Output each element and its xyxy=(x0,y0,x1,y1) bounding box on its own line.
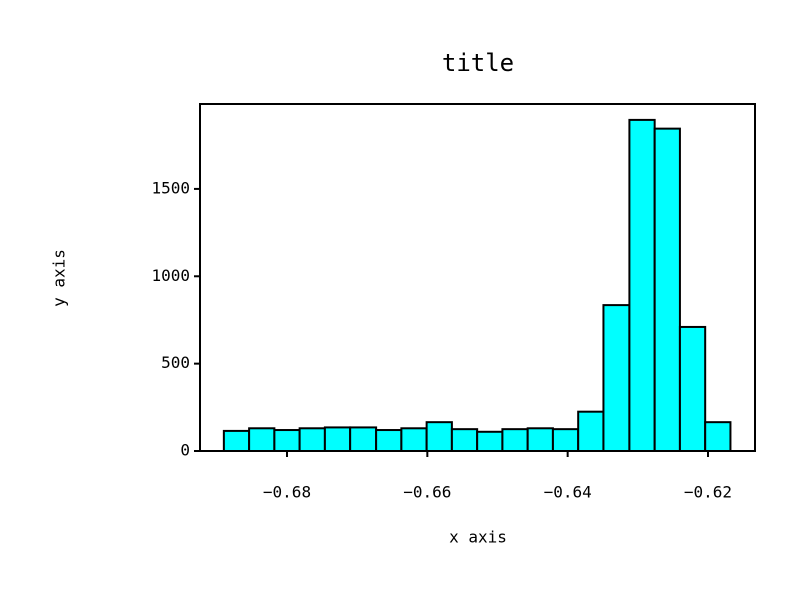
bar xyxy=(273,429,301,452)
x-tick-label: −0.62 xyxy=(684,483,732,502)
y-tick-label: 500 xyxy=(161,353,190,372)
bar xyxy=(704,421,732,452)
bar xyxy=(653,127,681,452)
bar xyxy=(375,429,403,452)
bar xyxy=(551,428,580,452)
bar xyxy=(222,429,251,453)
y-tick-label: 0 xyxy=(180,441,190,460)
x-tick-label: −0.66 xyxy=(403,483,451,502)
bar xyxy=(450,428,479,452)
bar xyxy=(476,430,504,452)
bar xyxy=(349,426,378,452)
x-tick-label: −0.68 xyxy=(263,483,311,502)
bar xyxy=(501,428,529,452)
bar xyxy=(526,427,554,453)
chart-title: title xyxy=(442,49,514,77)
x-axis-label: x axis xyxy=(449,528,507,547)
bar xyxy=(298,427,326,453)
bar xyxy=(248,427,276,453)
bar xyxy=(628,118,656,452)
plot-frame xyxy=(199,103,756,452)
bar xyxy=(602,304,631,452)
x-tick-label: −0.64 xyxy=(544,483,592,502)
bar xyxy=(425,421,453,452)
y-tick-label: 1500 xyxy=(151,178,190,197)
bar xyxy=(678,325,707,452)
bar xyxy=(577,410,605,453)
bar xyxy=(400,427,428,453)
y-axis-label: y axis xyxy=(50,249,69,307)
y-tick-label: 1000 xyxy=(151,266,190,285)
bar xyxy=(323,426,352,452)
